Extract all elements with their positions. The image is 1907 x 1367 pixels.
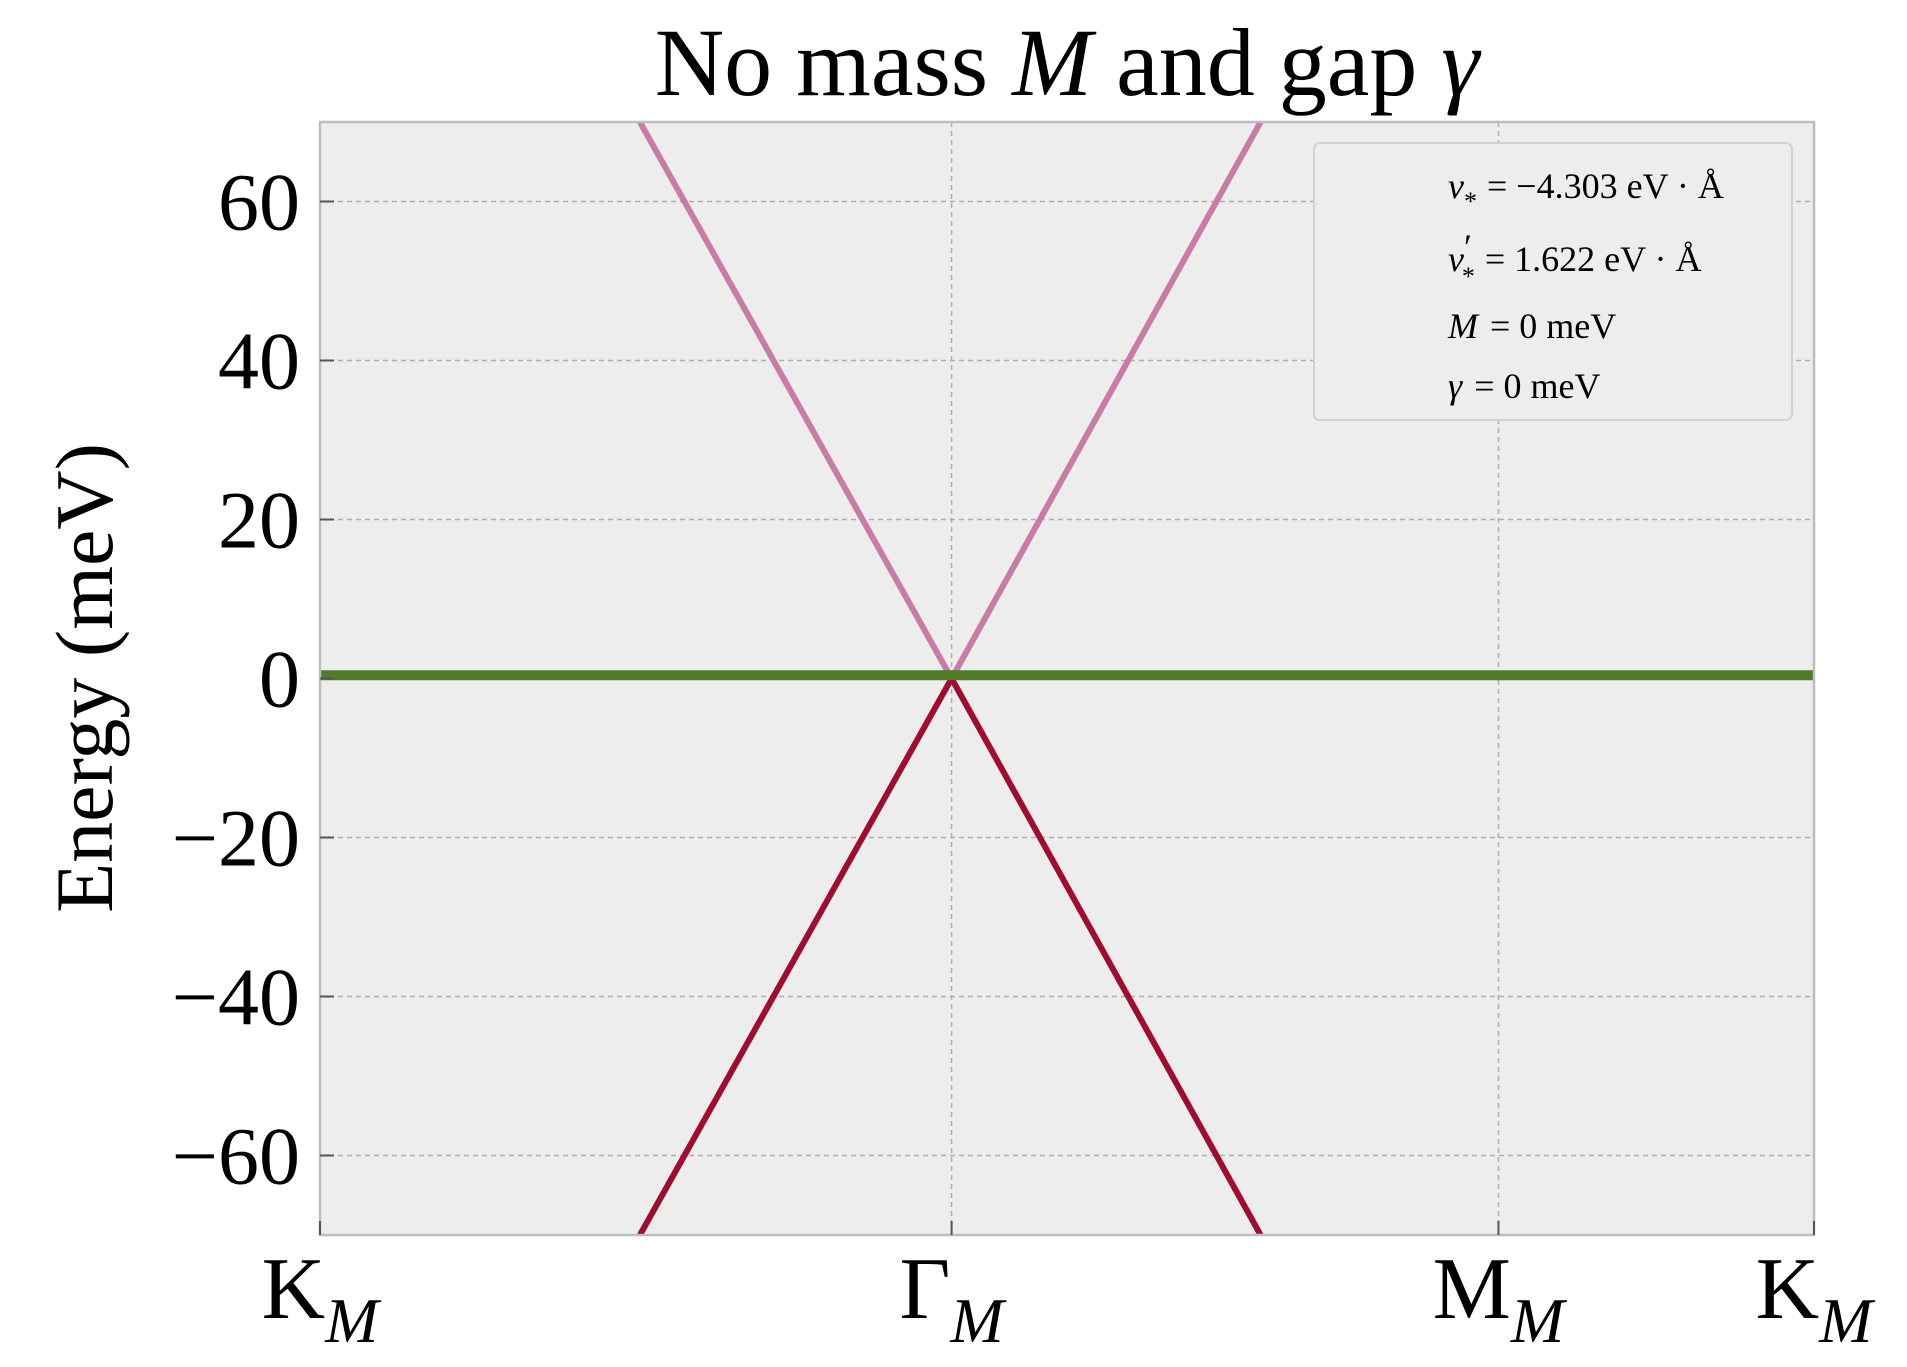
chart-title: No mass M and gap γ	[655, 9, 1482, 116]
x-tick-labels: KM ΓM MM KM	[262, 1241, 1877, 1356]
tick-marks	[319, 200, 1815, 1235]
legend: v* = −4.303 eV · Å v′ * = 1.622 eV · Å M = 0 m…	[1313, 142, 1793, 421]
x-tick-label: KM	[262, 1241, 383, 1356]
x-tick-label: KM	[1756, 1241, 1877, 1356]
x-tick-label: ΓM	[900, 1241, 1008, 1356]
legend-entry: v* = −4.303 eV · Å	[1448, 166, 1724, 216]
y-tick-label: −20	[172, 793, 300, 884]
y-tick-label: 20	[218, 475, 300, 566]
x-tick-label: MM	[1433, 1241, 1568, 1356]
legend-entry: γ = 0 meV	[1448, 366, 1600, 406]
y-axis-label: Energy (meV)	[39, 443, 130, 913]
series-group	[320, 122, 1814, 1235]
y-tick-label: 0	[259, 634, 300, 725]
legend-entry: v′ * = 1.622 eV · Å	[1448, 227, 1701, 291]
y-tick-labels: −60 −40 −20 0 20 40 60	[172, 157, 300, 1202]
y-tick-label: 40	[218, 316, 300, 407]
y-tick-label: −40	[172, 952, 300, 1043]
legend-box	[1313, 142, 1793, 421]
y-tick-label: 60	[218, 157, 300, 248]
legend-entry: M = 0 meV	[1447, 306, 1616, 346]
y-tick-label: −60	[172, 1111, 300, 1202]
